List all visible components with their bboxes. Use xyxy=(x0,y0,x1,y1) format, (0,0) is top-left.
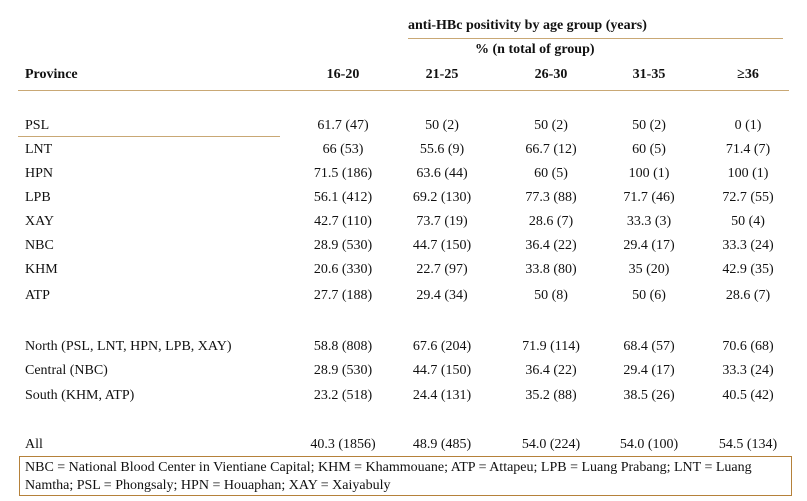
table-cell: 24.4 (131) xyxy=(412,388,472,403)
table-cell: 56.1 (412) xyxy=(313,190,373,205)
row-label: NBC xyxy=(25,238,54,253)
header-rule xyxy=(18,90,789,91)
table-cell: 66.7 (12) xyxy=(525,142,577,157)
table-cell: 71.4 (7) xyxy=(725,142,771,157)
table-cell: 33.8 (80) xyxy=(525,262,577,277)
row-label: All xyxy=(25,437,43,452)
row-label: South (KHM, ATP) xyxy=(25,388,135,403)
table-cell: 68.4 (57) xyxy=(623,339,675,354)
age-header-31-35: 31-35 xyxy=(632,67,666,82)
row-label: Central (NBC) xyxy=(25,363,108,378)
table-cell: 50 (8) xyxy=(534,288,568,303)
row-label: XAY xyxy=(25,214,55,229)
table-cell: 23.2 (518) xyxy=(313,388,373,403)
table-cell: 50 (2) xyxy=(534,118,568,133)
table-cell: 36.4 (22) xyxy=(525,363,577,378)
table-cell: 55.6 (9) xyxy=(419,142,465,157)
psl-underline xyxy=(18,136,280,137)
table-cell: 40.5 (42) xyxy=(722,388,774,403)
table-cell: 58.8 (808) xyxy=(313,339,373,354)
group-title-rule xyxy=(408,38,783,39)
table-cell: 50 (2) xyxy=(425,118,459,133)
table-cell: 35 (20) xyxy=(628,262,670,277)
table-cell: 0 (1) xyxy=(734,118,762,133)
row-label: LNT xyxy=(25,142,53,157)
table-cell: 44.7 (150) xyxy=(412,238,472,253)
table-cell: 100 (1) xyxy=(628,166,670,181)
table-cell: 71.7 (46) xyxy=(623,190,675,205)
table-cell: 60 (5) xyxy=(534,166,568,181)
table-cell: 33.3 (24) xyxy=(722,363,774,378)
table-cell: 28.6 (7) xyxy=(528,214,574,229)
table-cell: 50 (4) xyxy=(731,214,765,229)
table-cell: 28.9 (530) xyxy=(313,363,373,378)
table-cell: 42.7 (110) xyxy=(314,214,372,229)
age-header-36-plus: ≥36 xyxy=(737,67,759,82)
age-header-26-30: 26-30 xyxy=(534,67,568,82)
table-cell: 42.9 (35) xyxy=(722,262,774,277)
footnote: NBC = National Blood Center in Vientiane… xyxy=(19,456,792,496)
table-cell: 44.7 (150) xyxy=(412,363,472,378)
row-label: LPB xyxy=(25,190,51,205)
province-column-header: Province xyxy=(25,67,78,82)
row-label: North (PSL, LNT, HPN, LPB, XAY) xyxy=(25,339,232,354)
group-title: anti-HBc positivity by age group (years) xyxy=(408,18,647,33)
table-cell: 72.7 (55) xyxy=(722,190,774,205)
table-cell: 40.3 (1856) xyxy=(310,437,376,452)
table-cell: 69.2 (130) xyxy=(412,190,472,205)
table-cell: 33.3 (3) xyxy=(626,214,672,229)
age-header-16-20: 16-20 xyxy=(326,67,360,82)
table-cell: 54.0 (100) xyxy=(619,437,679,452)
table-cell: 66 (53) xyxy=(322,142,364,157)
table-cell: 71.9 (114) xyxy=(522,339,580,354)
table-cell: 60 (5) xyxy=(632,142,666,157)
group-subtitle: % (n total of group) xyxy=(475,42,595,57)
table-cell: 36.4 (22) xyxy=(525,238,577,253)
table-cell: 70.6 (68) xyxy=(722,339,774,354)
table-cell: 50 (6) xyxy=(632,288,666,303)
table-cell: 61.7 (47) xyxy=(317,118,369,133)
table-cell: 48.9 (485) xyxy=(412,437,472,452)
table-cell: 33.3 (24) xyxy=(722,238,774,253)
table-cell: 73.7 (19) xyxy=(416,214,468,229)
table-cell: 27.7 (188) xyxy=(313,288,373,303)
table-cell: 29.4 (34) xyxy=(416,288,468,303)
table-cell: 50 (2) xyxy=(632,118,666,133)
age-header-21-25: 21-25 xyxy=(425,67,459,82)
table-cell: 63.6 (44) xyxy=(416,166,468,181)
table-cell: 29.4 (17) xyxy=(623,238,675,253)
table-cell: 38.5 (26) xyxy=(623,388,675,403)
table-cell: 35.2 (88) xyxy=(525,388,577,403)
row-label: ATP xyxy=(25,288,50,303)
table-cell: 67.6 (204) xyxy=(412,339,472,354)
table-cell: 28.9 (530) xyxy=(313,238,373,253)
table-cell: 77.3 (88) xyxy=(525,190,577,205)
table-cell: 100 (1) xyxy=(727,166,769,181)
row-label: HPN xyxy=(25,166,54,181)
table-cell: 28.6 (7) xyxy=(725,288,771,303)
table-cell: 71.5 (186) xyxy=(313,166,373,181)
row-label: PSL xyxy=(25,118,50,133)
table-cell: 20.6 (330) xyxy=(313,262,373,277)
table-cell: 29.4 (17) xyxy=(623,363,675,378)
table-cell: 22.7 (97) xyxy=(416,262,468,277)
row-label: KHM xyxy=(25,262,58,277)
table-cell: 54.0 (224) xyxy=(521,437,581,452)
table-cell: 54.5 (134) xyxy=(718,437,778,452)
